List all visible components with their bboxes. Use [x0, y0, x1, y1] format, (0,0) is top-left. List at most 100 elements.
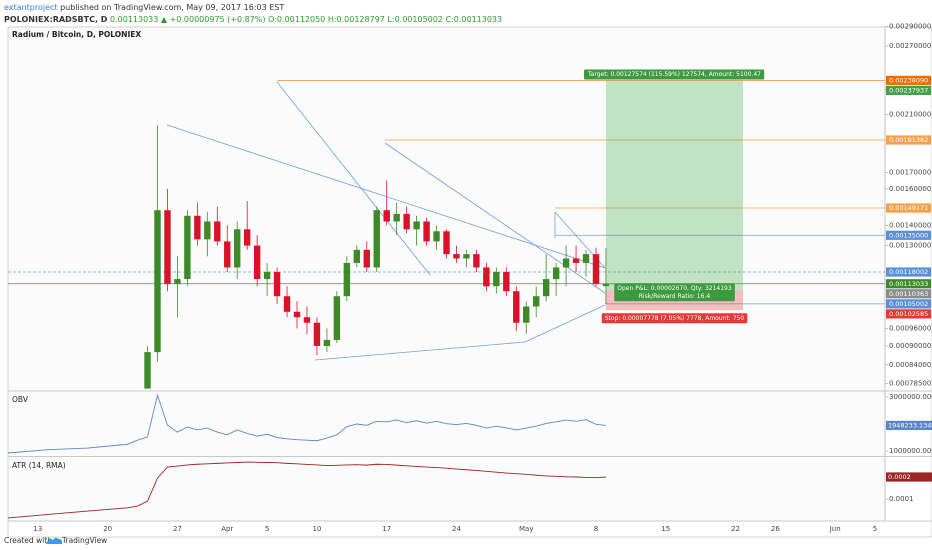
y-tick-label: 0.00084000	[889, 361, 931, 369]
drawings	[166, 81, 606, 361]
price-marker	[886, 203, 931, 213]
candle-body	[582, 254, 590, 263]
y-tick-label: 0.00270000	[889, 42, 931, 50]
candle-body	[234, 229, 241, 268]
y-tick-label: 1000000.0000	[889, 447, 932, 455]
candle-body	[144, 352, 151, 389]
frame	[7, 26, 932, 538]
candle-body	[353, 249, 361, 263]
y-tick-label: 0.00130000	[889, 242, 931, 250]
candle-body	[493, 272, 500, 287]
pnl-box	[614, 283, 735, 302]
pane-title: ATR (14, RMA)	[12, 461, 66, 470]
trend-line	[276, 81, 431, 276]
price-marker-label: 0.00191382	[889, 136, 928, 144]
pane-title: Radium / Bitcoin, D, POLONIEX	[12, 30, 141, 39]
pane-title: OBV	[12, 395, 29, 404]
trend-line	[384, 142, 606, 294]
candle-body	[602, 283, 610, 287]
price-marker-label: 0.00149171	[889, 204, 928, 212]
candle-body	[303, 317, 311, 323]
y-tick-label: 0.0001	[889, 495, 914, 503]
x-tick-label: 8	[594, 525, 598, 533]
candle-body	[293, 311, 301, 318]
x-tick-label: May	[519, 525, 533, 533]
candle-body	[174, 279, 181, 284]
candle-body	[513, 291, 520, 323]
x-tick-label: 26	[771, 525, 780, 533]
price-marker	[886, 279, 931, 289]
profit-zone	[605, 80, 743, 291]
price-marker-label: 0.00102585	[889, 310, 928, 318]
plot	[8, 79, 885, 389]
trend-line	[524, 304, 606, 343]
last-value-marker	[886, 420, 932, 430]
price-marker-label: 0.00105002	[889, 300, 928, 308]
plot	[8, 461, 606, 519]
last-value-label: 1948233.1346	[888, 421, 932, 429]
price-marker-label: 0.00237937	[889, 86, 928, 94]
pnl-label: Risk/Reward Ratio: 16.4	[639, 293, 711, 300]
symbol: POLONIEX:RADSBTC, D	[4, 15, 108, 24]
footer: Created with TradingView	[4, 536, 107, 545]
candle-body	[224, 241, 231, 268]
candle-body	[463, 254, 470, 259]
candle-body	[532, 296, 540, 307]
y-tick-label: 0.00210000	[889, 111, 931, 119]
candle-body	[373, 210, 380, 268]
x-tick-label: 10	[312, 525, 321, 533]
candle-body	[483, 267, 490, 287]
candle-body	[154, 210, 161, 353]
candle-body	[253, 245, 261, 280]
quote: 0.00113033 ▲ +0.00000975 (+0.87%) O:0.00…	[107, 15, 502, 24]
candle-body	[194, 215, 201, 240]
x-tick-label: 15	[661, 525, 670, 533]
x-tick-label: Apr	[221, 525, 233, 533]
author[interactable]: extantproject	[4, 3, 58, 12]
candle-body	[393, 213, 400, 222]
candle-body	[403, 213, 410, 230]
y-tick-label: 0.00170000	[889, 168, 931, 176]
candle-body	[523, 306, 530, 323]
candle-body	[184, 215, 191, 280]
brand[interactable]: TradingView	[61, 536, 107, 545]
candle-body	[473, 254, 480, 268]
y-tick-label: 0.00140000	[889, 221, 931, 229]
chart-area	[8, 27, 885, 521]
pnl-label: Open P&L: 0.00002670, Qty: 3214193	[617, 285, 732, 292]
price-marker	[886, 289, 931, 299]
candle-body	[313, 322, 321, 346]
x-tick-label: 22	[731, 525, 740, 533]
price-marker-label: 0.00135000	[889, 231, 928, 239]
y-tick-label: 0.00160000	[889, 185, 931, 193]
candle-body	[433, 231, 440, 242]
price-marker-label: 0.00113033	[889, 280, 928, 288]
candle-body	[423, 221, 430, 242]
candle-body	[263, 272, 271, 280]
price-marker	[886, 230, 931, 240]
candle-body	[283, 296, 291, 312]
candle-body	[363, 249, 370, 268]
target-label: Target: 0.00127574 (115.59%) 127574, Amo…	[587, 71, 761, 78]
candle-body	[323, 339, 331, 346]
symbol-line: POLONIEX:RADSBTC, D 0.00113033 ▲ +0.0000…	[4, 15, 502, 24]
last-value-label: 0.0002	[888, 473, 911, 481]
candle-body	[572, 258, 580, 263]
candle-body	[592, 254, 600, 284]
x-tick-label: 27	[173, 525, 182, 533]
indicator-line	[8, 461, 606, 519]
indicator-line	[8, 393, 607, 454]
stop-box	[601, 313, 748, 324]
candle-body	[453, 254, 460, 259]
candle-body	[214, 221, 221, 242]
trend-line	[314, 341, 526, 361]
position-tool: Target: 0.00127574 (115.59%) 127574, Amo…	[583, 69, 765, 324]
published: published on TradingView.com, May 09, 20…	[58, 3, 285, 12]
x-tick-label: 24	[452, 525, 461, 533]
candle-body	[562, 258, 570, 268]
header-line: extantproject published on TradingView.c…	[4, 3, 284, 12]
price-marker-label: 0.00110363	[889, 290, 928, 298]
candle-body	[503, 272, 510, 292]
x-tick-label: 5	[265, 525, 269, 533]
x-tick-label: 5	[873, 525, 877, 533]
